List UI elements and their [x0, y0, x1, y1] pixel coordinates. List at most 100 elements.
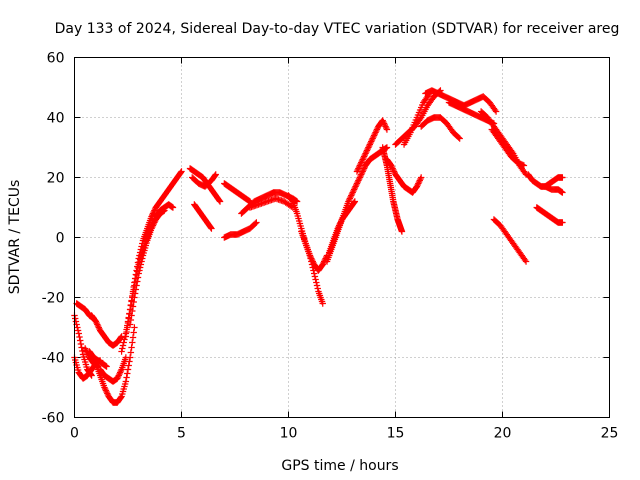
data-point — [74, 327, 82, 334]
data-point — [123, 328, 130, 336]
x-axis-title: GPS time / hours — [281, 458, 398, 474]
data-point — [357, 172, 364, 180]
series-arc-14 — [191, 201, 215, 232]
data-point — [114, 373, 122, 381]
data-point — [82, 346, 90, 354]
data-point — [311, 273, 319, 280]
data-point — [337, 219, 344, 226]
data-point — [351, 198, 359, 205]
data-point — [382, 123, 389, 130]
data-point — [383, 124, 390, 132]
data-point — [353, 181, 360, 189]
data-point — [353, 180, 361, 187]
data-point — [93, 319, 100, 327]
data-point — [352, 183, 359, 190]
data-point — [149, 223, 156, 231]
data-point — [559, 219, 566, 226]
series-arc-15 — [221, 180, 254, 205]
data-point — [350, 187, 357, 195]
data-point — [373, 127, 380, 135]
data-point — [212, 171, 219, 178]
data-point — [103, 363, 110, 370]
data-point — [313, 279, 320, 286]
data-point — [350, 199, 358, 206]
data-point — [334, 225, 341, 232]
data-point — [137, 261, 145, 268]
series-arc-33 — [490, 216, 530, 265]
data-point — [355, 175, 363, 183]
data-point — [356, 174, 364, 181]
data-point — [371, 130, 379, 138]
data-point — [123, 374, 130, 381]
data-point — [415, 180, 422, 187]
data-point — [521, 169, 529, 177]
data-point — [149, 222, 157, 229]
data-point — [129, 303, 137, 310]
data-point — [135, 270, 142, 277]
data-point — [138, 258, 145, 265]
data-point — [359, 156, 366, 163]
data-point — [361, 151, 369, 159]
data-point — [121, 336, 128, 343]
data-point — [77, 337, 84, 344]
data-point — [359, 168, 366, 175]
data-point — [308, 261, 316, 268]
data-point — [136, 264, 144, 271]
data-point — [132, 286, 140, 293]
data-point — [362, 150, 369, 157]
data-point — [114, 375, 121, 382]
data-point — [354, 166, 361, 174]
data-point — [124, 370, 131, 377]
y-tick-label: 20 — [47, 171, 65, 187]
data-point — [95, 324, 102, 331]
data-point — [94, 321, 101, 328]
series-arc-29 — [417, 114, 463, 142]
y-tick-label: 40 — [47, 111, 65, 127]
data-point — [207, 224, 214, 231]
data-point — [354, 178, 361, 186]
data-point — [288, 197, 296, 204]
x-tick-label: 15 — [387, 426, 405, 442]
data-point — [520, 162, 528, 169]
data-point — [335, 223, 342, 231]
data-point — [117, 367, 125, 375]
data-point — [102, 387, 110, 394]
data-point — [372, 129, 379, 136]
data-point — [104, 390, 111, 397]
series-arc-25 — [379, 144, 406, 235]
data-point — [178, 168, 185, 175]
series-arc-8 — [96, 354, 130, 385]
y-tick-label: -60 — [42, 411, 65, 427]
data-point — [118, 348, 125, 355]
data-point — [522, 258, 530, 265]
data-point — [308, 258, 315, 265]
series-arc-23 — [353, 117, 391, 175]
data-point — [92, 318, 100, 325]
data-point — [151, 219, 158, 226]
data-points — [71, 87, 566, 406]
data-point — [398, 228, 406, 235]
data-point — [116, 369, 124, 376]
data-point — [390, 166, 397, 174]
data-point — [72, 318, 80, 325]
data-point — [78, 344, 85, 351]
y-axis-title: SDTVAR / TECUs — [7, 180, 23, 295]
axis-ticks: 0 5 10 15 20 25 -60 -40 -20 0 20 40 60 — [42, 51, 619, 442]
data-point — [356, 162, 364, 169]
data-point — [381, 121, 388, 129]
data-point — [363, 147, 371, 154]
series-arc-7 — [92, 324, 138, 406]
data-point — [360, 166, 367, 174]
data-point — [122, 378, 130, 385]
data-point — [310, 267, 317, 274]
data-point — [368, 138, 375, 145]
series-arc-36 — [542, 183, 566, 196]
data-point — [134, 274, 142, 281]
data-point — [370, 132, 378, 139]
data-point — [148, 225, 155, 232]
data-point — [416, 177, 423, 184]
series-arc-2 — [71, 354, 104, 382]
data-point — [139, 255, 146, 262]
data-point — [358, 171, 365, 178]
data-point — [74, 324, 81, 331]
